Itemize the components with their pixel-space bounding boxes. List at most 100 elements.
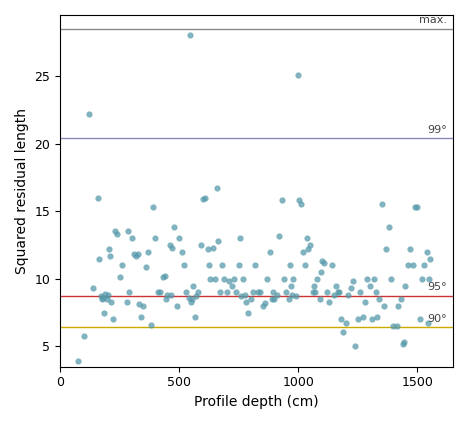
Point (380, 302, 388, 309)
Point (427, 255, 434, 262)
Point (347, 285, 354, 292)
Point (226, 278, 233, 285)
Point (285, 296, 292, 302)
Point (416, 316, 424, 323)
Point (211, 276, 219, 282)
Point (309, 289, 316, 296)
Point (192, 293, 200, 300)
Point (241, 292, 249, 298)
Point (423, 248, 431, 255)
Point (132, 252, 140, 259)
Point (213, 185, 221, 192)
Point (233, 289, 240, 296)
Point (402, 282, 409, 289)
Point (323, 289, 330, 296)
Point (278, 197, 285, 204)
Point (114, 231, 121, 237)
Point (205, 262, 212, 269)
Text: 95°: 95° (427, 282, 447, 292)
Point (204, 245, 212, 252)
Point (318, 258, 326, 265)
Point (397, 296, 404, 302)
Point (411, 204, 419, 210)
Point (378, 201, 385, 208)
Point (135, 301, 142, 308)
Point (334, 289, 341, 296)
Point (296, 197, 303, 204)
Point (85, 110, 93, 117)
Point (286, 262, 293, 269)
Point (297, 201, 304, 208)
Text: max.: max. (419, 15, 447, 25)
Point (304, 245, 312, 252)
Point (368, 316, 376, 323)
Point (354, 316, 361, 323)
Point (98, 296, 106, 302)
Point (401, 339, 408, 346)
Point (216, 289, 223, 296)
Point (321, 259, 328, 266)
Point (385, 224, 393, 231)
Point (103, 296, 110, 302)
Point (99, 294, 107, 301)
Point (145, 248, 152, 255)
Point (244, 309, 252, 316)
Point (190, 282, 197, 289)
Point (167, 292, 175, 298)
Point (303, 235, 310, 242)
Point (361, 298, 369, 305)
Point (102, 290, 109, 297)
Point (142, 263, 150, 270)
Point (247, 296, 255, 302)
Point (197, 242, 205, 248)
Point (123, 298, 131, 305)
Point (299, 248, 307, 255)
Point (166, 242, 174, 248)
Point (180, 262, 188, 269)
Point (302, 262, 309, 269)
Point (390, 323, 397, 329)
Point (249, 289, 257, 296)
Point (191, 313, 198, 320)
Point (95, 255, 103, 262)
Point (168, 244, 176, 251)
Point (161, 273, 168, 279)
Point (111, 228, 119, 235)
Point (268, 296, 276, 302)
Point (185, 294, 192, 301)
Point (342, 320, 350, 327)
Point (414, 204, 421, 210)
Point (74, 358, 82, 365)
Point (147, 321, 154, 328)
Point (289, 292, 296, 298)
Point (162, 296, 170, 302)
Point (290, 276, 297, 282)
X-axis label: Profile depth (cm): Profile depth (cm) (194, 395, 319, 409)
Point (344, 292, 352, 298)
Point (187, 298, 195, 305)
Point (256, 289, 264, 296)
Point (388, 276, 395, 282)
Point (95, 194, 102, 201)
Point (425, 276, 433, 282)
Y-axis label: Squared residual length: Squared residual length (15, 108, 29, 274)
Point (333, 282, 340, 289)
Point (335, 289, 343, 296)
Point (311, 289, 319, 296)
Text: 90°: 90° (427, 314, 447, 324)
Point (118, 262, 126, 269)
Point (189, 296, 196, 302)
Point (218, 262, 226, 269)
Point (287, 282, 295, 289)
Point (393, 323, 401, 329)
Point (125, 289, 133, 296)
Point (263, 276, 271, 282)
Point (235, 262, 242, 269)
Point (357, 289, 364, 296)
Point (399, 340, 407, 347)
Point (254, 289, 262, 296)
Point (421, 262, 428, 269)
Point (80, 332, 88, 339)
Point (337, 316, 345, 323)
Point (316, 296, 323, 302)
